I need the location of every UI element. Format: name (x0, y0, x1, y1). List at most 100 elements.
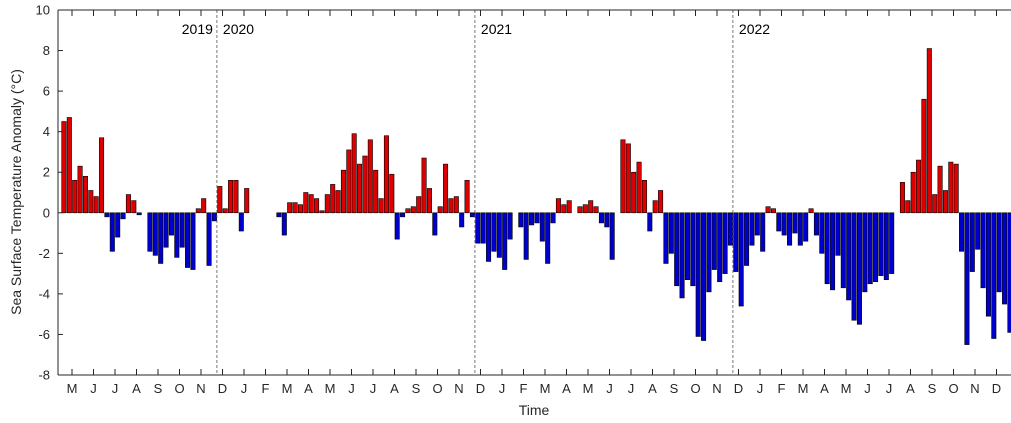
x-tick-label: A (562, 381, 571, 396)
bar (684, 212, 690, 280)
bar (830, 212, 836, 291)
bar (819, 212, 825, 254)
bar (233, 180, 239, 214)
bar (604, 212, 610, 228)
x-tick-label: A (906, 381, 915, 396)
bar (878, 212, 884, 276)
x-tick-label: M (583, 381, 594, 396)
bar (985, 212, 991, 317)
x-tick-label: J (757, 381, 764, 396)
bar (297, 204, 303, 214)
bar (792, 212, 798, 234)
bar (663, 212, 669, 264)
bar (179, 212, 185, 248)
bar (889, 212, 895, 274)
bar (324, 194, 330, 214)
x-tick-label: J (886, 381, 893, 396)
bar (937, 165, 943, 214)
year-label: 2021 (481, 21, 512, 37)
bar (991, 212, 997, 339)
bar (109, 212, 115, 252)
x-tick-label: A (390, 381, 399, 396)
bar (609, 212, 615, 260)
bar (529, 212, 535, 226)
bar (99, 137, 105, 214)
bar (647, 212, 653, 232)
bar (566, 200, 572, 214)
bar (840, 212, 846, 289)
x-tick-label: J (241, 381, 248, 396)
x-tick-label: J (628, 381, 635, 396)
x-tick-label: N (454, 381, 463, 396)
bar (711, 212, 717, 270)
year-labels: 2019 2020 2021 2022 (182, 21, 771, 37)
bar (727, 212, 733, 246)
y-tick-label: 6 (43, 84, 50, 99)
bar (475, 212, 481, 244)
bar (910, 171, 916, 214)
x-tick-label: J (370, 381, 377, 396)
bar (856, 212, 862, 325)
bar (131, 200, 137, 214)
x-tick-label: D (476, 381, 485, 396)
bar (222, 208, 228, 214)
bar (770, 208, 776, 214)
bar (932, 194, 938, 214)
bar (319, 210, 325, 214)
x-tick-label: S (928, 381, 937, 396)
bar (190, 212, 196, 270)
bar (835, 212, 841, 256)
y-tick-label: 8 (43, 43, 50, 58)
bar (405, 208, 411, 214)
y-tick-label: -8 (38, 368, 50, 383)
y-axis-label: Sea Surface Temperature Anomaly (°C) (8, 69, 24, 315)
bar (905, 200, 911, 214)
year-dividers (216, 10, 734, 375)
y-tick-labels: -8 -6 -4 -2 0 2 4 6 8 10 (36, 3, 50, 383)
x-tick-label: N (970, 381, 979, 396)
bar (824, 212, 830, 285)
bar (744, 212, 750, 266)
x-tick-label: M (540, 381, 551, 396)
bar (507, 212, 513, 240)
bar (679, 212, 685, 299)
bar (523, 212, 529, 260)
year-label: 2022 (739, 21, 770, 37)
bar (459, 212, 465, 228)
bar (340, 169, 346, 214)
bar (749, 212, 755, 246)
bar (120, 212, 126, 220)
bar (168, 212, 174, 236)
x-tick-label: M (841, 381, 852, 396)
bar (147, 212, 153, 252)
bar (357, 163, 363, 214)
y-tick-label: -2 (38, 246, 50, 261)
bar (690, 212, 696, 287)
bar (593, 206, 599, 214)
bar (464, 180, 470, 214)
bar (228, 180, 234, 214)
bar (733, 212, 739, 272)
bar (561, 204, 567, 214)
bar (185, 212, 191, 268)
bar (66, 117, 72, 214)
bar (491, 212, 497, 252)
bar (276, 212, 282, 218)
x-tick-label: A (132, 381, 141, 396)
x-tick-label: A (648, 381, 657, 396)
bar (378, 198, 384, 214)
bar (125, 194, 131, 214)
year-label: 2020 (223, 21, 254, 37)
bar (975, 212, 981, 250)
bar (695, 212, 701, 337)
bar (722, 212, 728, 274)
y-tick-label: 0 (43, 205, 50, 220)
bar (765, 206, 771, 214)
bar (577, 206, 583, 214)
x-tick-label: J (606, 381, 613, 396)
bar (174, 212, 180, 258)
x-tick-label: F (778, 381, 786, 396)
bar (636, 161, 642, 214)
y-tick-label: 4 (43, 124, 50, 139)
bar (195, 208, 201, 214)
